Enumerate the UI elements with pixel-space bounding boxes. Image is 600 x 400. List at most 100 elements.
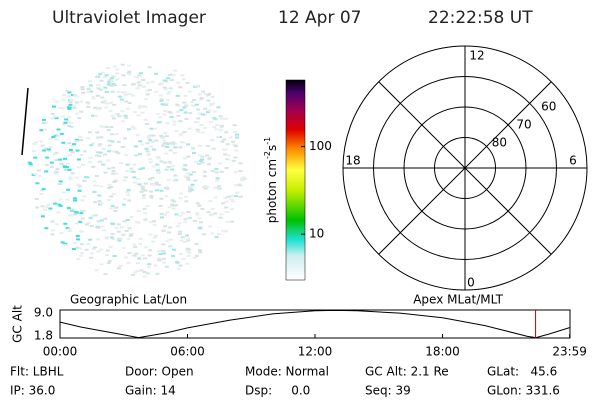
image-pixel [165, 143, 170, 146]
image-pixel [137, 153, 142, 156]
image-pixel [80, 86, 85, 89]
image-pixel [107, 260, 112, 263]
image-pixel [135, 270, 140, 272]
image-pixel [120, 146, 125, 148]
image-pixel [142, 194, 146, 197]
image-pixel [34, 198, 39, 200]
image-pixel [65, 162, 70, 165]
image-pixel [202, 233, 207, 236]
image-pixel [52, 153, 57, 156]
image-pixel [77, 189, 82, 192]
image-pixel [60, 241, 65, 244]
image-pixel [238, 184, 242, 187]
image-pixel [195, 212, 200, 215]
image-pixel [74, 139, 79, 142]
image-pixel [165, 211, 170, 214]
image-pixel [155, 169, 160, 172]
image-pixel [91, 97, 96, 100]
image-pixel [79, 154, 84, 156]
image-pixel [122, 198, 127, 201]
image-pixel [207, 109, 212, 112]
image-pixel [174, 260, 179, 263]
image-pixel [27, 161, 32, 164]
image-pixel [98, 143, 103, 146]
image-pixel [55, 168, 60, 170]
image-pixel [210, 232, 215, 235]
image-pixel [159, 98, 164, 100]
image-pixel [169, 115, 174, 118]
image-pixel [118, 265, 123, 267]
image-pixel [226, 154, 231, 157]
image-pixel [200, 161, 205, 164]
image-pixel [183, 164, 188, 167]
image-pixel [136, 81, 141, 84]
y-tick-label: 1.8 [34, 329, 53, 343]
image-pixel [206, 94, 211, 97]
image-pixel [67, 142, 72, 144]
image-pixel [185, 172, 190, 175]
image-pixel [72, 94, 77, 97]
image-pixel [211, 147, 216, 150]
image-pixel [44, 147, 49, 150]
image-pixel [41, 118, 46, 121]
alt-plot-frame [59, 309, 571, 339]
image-pixel [171, 255, 175, 258]
image-pixel [134, 76, 139, 79]
image-pixel [42, 208, 47, 211]
image-pixel [70, 151, 75, 154]
image-pixel [78, 247, 83, 250]
image-pixel [224, 167, 229, 169]
image-pixel [69, 99, 74, 102]
image-pixel [170, 168, 175, 171]
image-pixel [91, 165, 96, 168]
image-pixel [71, 105, 76, 108]
image-pixel [158, 253, 163, 255]
image-pixel [165, 188, 170, 191]
image-pixel [171, 141, 176, 144]
image-pixel [167, 111, 172, 114]
image-pixel [127, 252, 132, 255]
image-pixel [132, 254, 137, 257]
image-pixel [186, 211, 191, 213]
image-pixel [162, 252, 166, 255]
image-pixel [84, 248, 89, 251]
image-pixel [162, 161, 167, 164]
image-pixel [110, 114, 115, 117]
image-pixel [146, 137, 151, 140]
image-pixel [186, 143, 191, 146]
image-pixel [200, 155, 205, 158]
image-pixel [210, 170, 215, 173]
lat-label: 60 [541, 100, 556, 114]
image-pixel [74, 222, 79, 225]
image-pixel [39, 129, 44, 132]
image-pixel [107, 81, 112, 84]
image-pixel [180, 212, 185, 215]
image-pixel [117, 115, 122, 118]
image-pixel [218, 136, 223, 138]
image-pixel [107, 79, 112, 82]
image-pixel [159, 212, 164, 215]
image-pixel [111, 238, 116, 241]
image-pixel [147, 66, 152, 69]
image-pixel [222, 138, 227, 141]
image-pixel [205, 154, 209, 157]
image-pixel [123, 93, 128, 96]
image-pixel [219, 126, 224, 129]
image-pixel [198, 159, 203, 162]
image-pixel [171, 207, 176, 210]
image-pixel [79, 139, 83, 142]
image-pixel [103, 76, 107, 79]
image-pixel [172, 123, 177, 126]
image-pixel [214, 171, 219, 174]
image-pixel [140, 185, 145, 188]
image-pixel [61, 107, 66, 110]
image-pixel [183, 168, 188, 171]
image-pixel [73, 199, 78, 202]
image-pixel [138, 140, 143, 143]
image-pixel [127, 102, 132, 104]
image-pixel [87, 80, 92, 83]
image-pixel [109, 236, 114, 239]
image-pixel [55, 135, 60, 138]
image-pixel [194, 161, 199, 164]
image-pixel [182, 106, 187, 109]
